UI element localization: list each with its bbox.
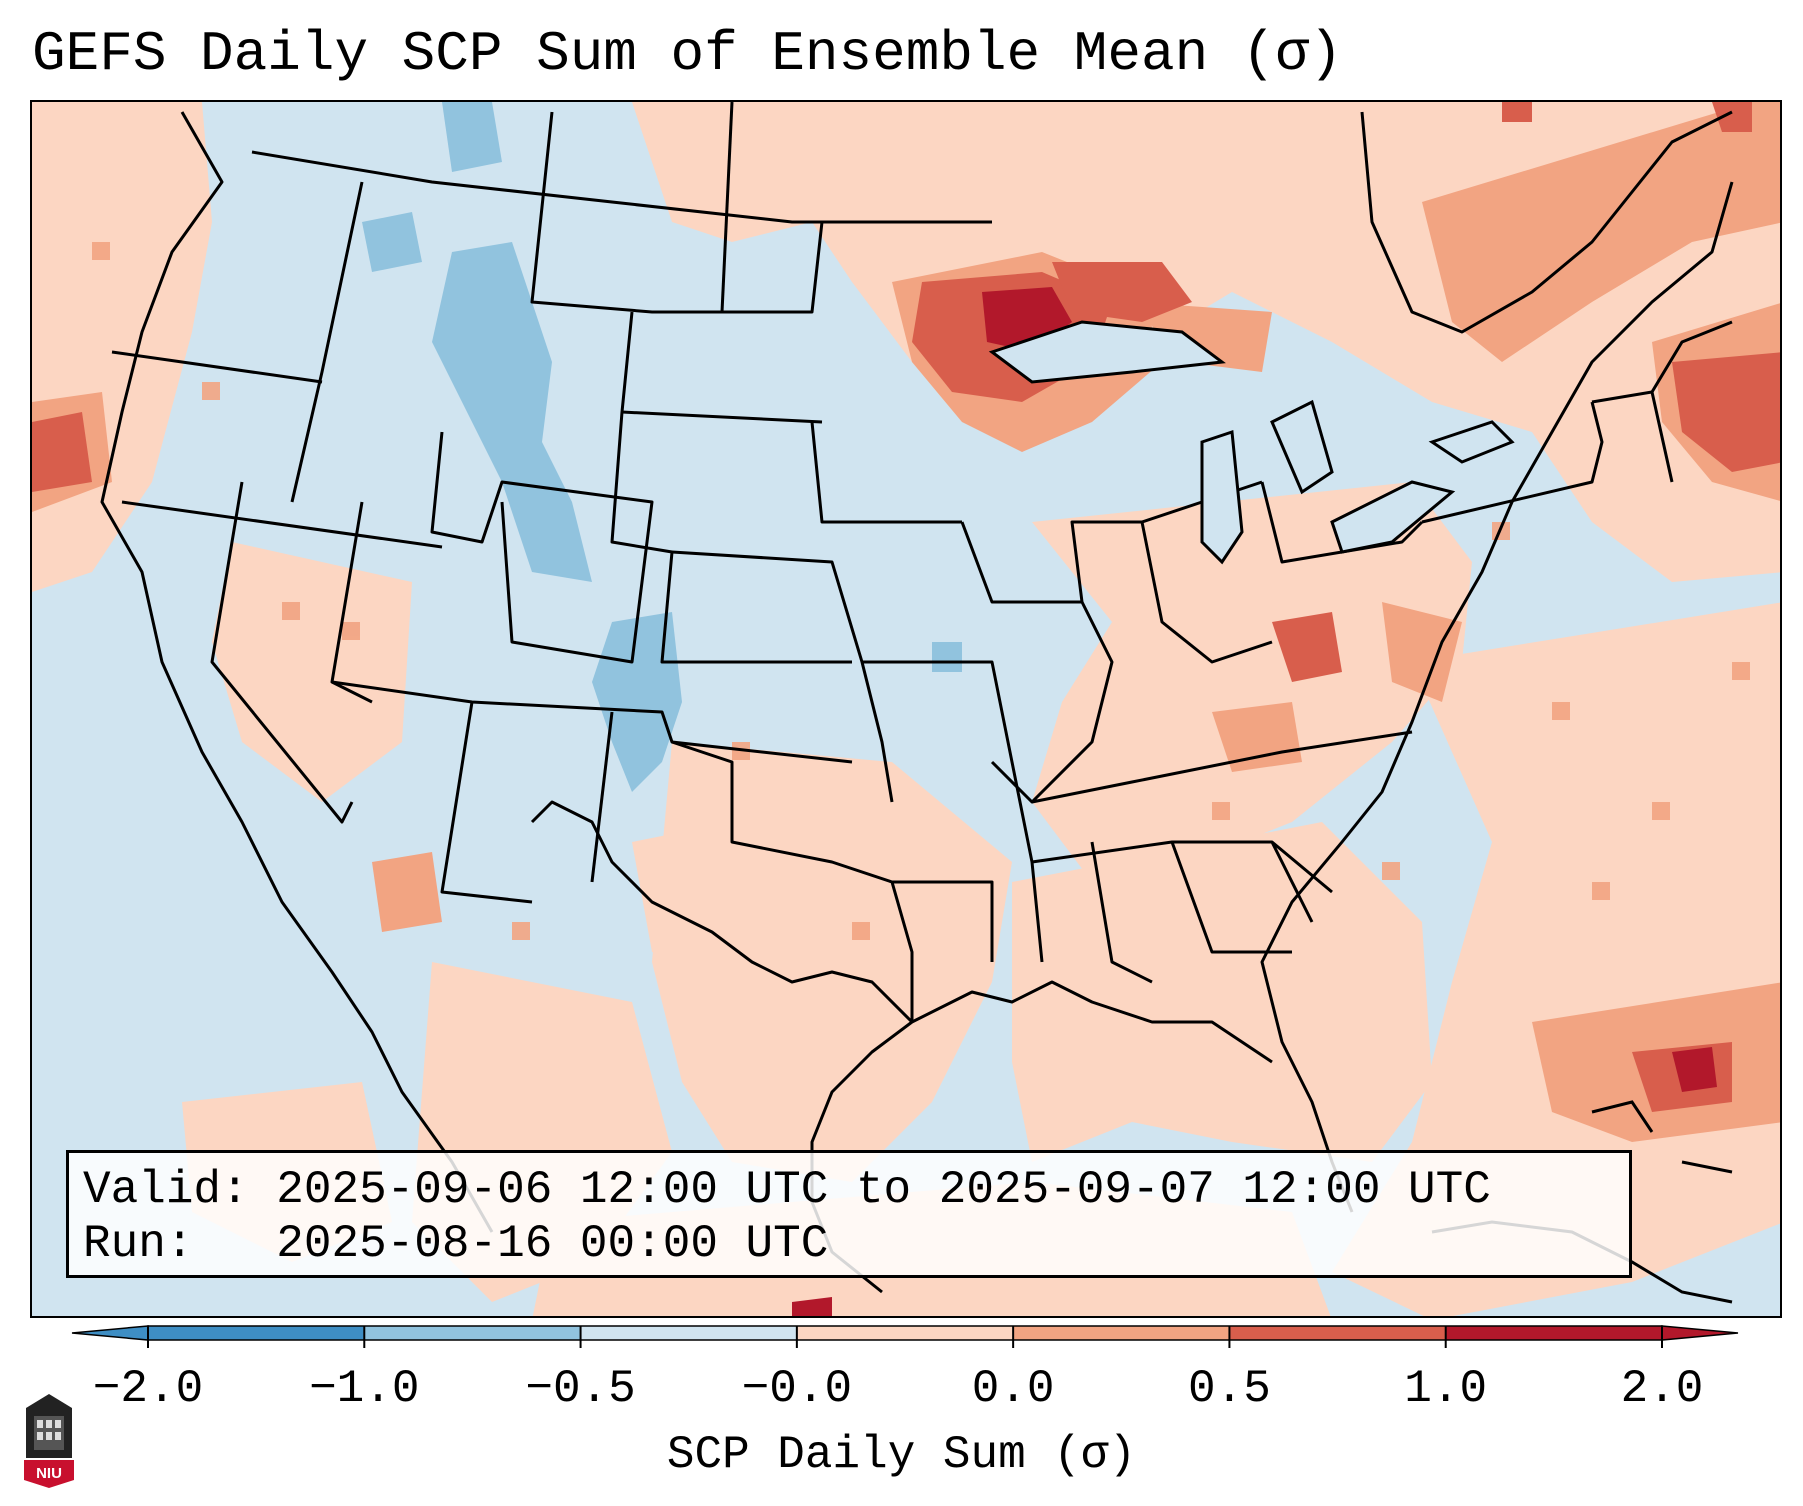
run-value: 2025-08-16 00:00 UTC — [276, 1218, 829, 1270]
colorbar-tick-label: 0.5 — [1188, 1363, 1271, 1415]
colorbar-tick-label: −2.0 — [92, 1363, 204, 1415]
colorbar-segment — [580, 1326, 797, 1340]
map-title: GEFS Daily SCP Sum of Ensemble Mean (σ) — [32, 22, 1343, 86]
valid-value: 2025-09-06 12:00 UTC to 2025-09-07 12:00… — [276, 1164, 1491, 1216]
state-boundaries — [100, 102, 1734, 1294]
colorbar-tick-label: −0.5 — [525, 1363, 636, 1415]
map-canvas — [32, 102, 1780, 1316]
negative-anomaly-layer — [362, 102, 962, 792]
great-lakes — [988, 320, 1515, 565]
scattered-cells — [92, 242, 1750, 940]
valid-label: Valid: — [83, 1164, 249, 1216]
colorbar-ticks — [147, 1326, 1663, 1348]
colorbar-segment — [1229, 1326, 1446, 1340]
colorbar — [71, 1325, 1739, 1348]
valid-info-box: Valid: 2025-09-06 12:00 UTC to 2025-09-0… — [66, 1150, 1632, 1278]
colorbar-extend-low — [71, 1325, 149, 1341]
colorbar-tick-label: 0.0 — [971, 1363, 1055, 1415]
colorbar-label: SCP Daily Sum (σ) — [666, 1429, 1137, 1481]
map-panel — [30, 100, 1782, 1318]
colorbar-segment — [148, 1326, 365, 1340]
colorbar-tick-label: −0.0 — [741, 1363, 853, 1415]
colorbar-segments — [71, 1325, 1739, 1341]
colorbar-extend-high — [1661, 1325, 1739, 1341]
colorbar-segment — [1445, 1326, 1662, 1340]
colorbar-tick-label: −1.0 — [309, 1363, 420, 1415]
colorbar-segment — [1013, 1326, 1230, 1340]
logo-text: NIU — [36, 1465, 62, 1482]
niu-logo: NIU — [24, 1394, 74, 1488]
colorbar-segment — [796, 1326, 1014, 1340]
run-label: Run: — [83, 1218, 194, 1270]
colorbar-tick-label: 2.0 — [1620, 1363, 1704, 1415]
colorbar-tick-label: 1.0 — [1404, 1363, 1488, 1415]
colorbar-segment — [364, 1326, 581, 1340]
